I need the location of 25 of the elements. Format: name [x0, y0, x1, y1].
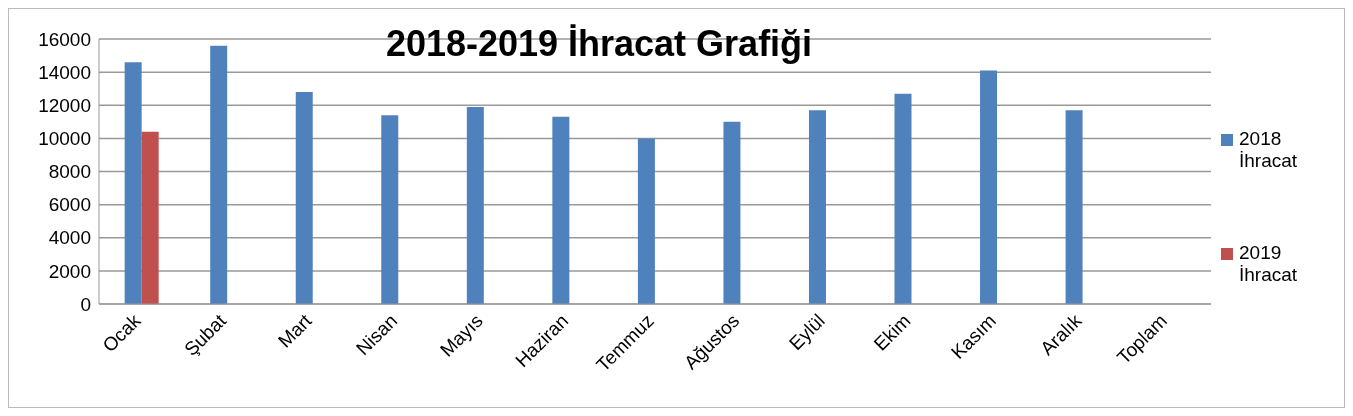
- y-tick-label: 4000: [48, 227, 91, 249]
- bar: [552, 116, 570, 304]
- bar: [980, 70, 998, 304]
- chart-title: 2018-2019 İhracat Grafiği: [385, 23, 813, 64]
- bar: [466, 106, 484, 304]
- bar: [210, 45, 228, 304]
- bar: [124, 62, 142, 304]
- legend-label: 2019 İhracat: [1239, 241, 1299, 286]
- bar: [894, 93, 912, 304]
- y-tick-label: 8000: [48, 161, 91, 183]
- bar: [808, 110, 826, 304]
- y-tick-label: 10000: [38, 128, 91, 150]
- y-tick-label: 2000: [48, 260, 91, 282]
- bar: [723, 121, 741, 304]
- bar: [637, 138, 655, 304]
- y-tick-label: 6000: [48, 194, 91, 216]
- bar: [1065, 110, 1083, 304]
- y-tick-label: 14000: [38, 61, 91, 83]
- y-tick-label: 12000: [38, 95, 91, 116]
- legend-label: 2018 İhracat: [1239, 127, 1299, 172]
- bar: [295, 92, 313, 304]
- bar: [381, 115, 399, 304]
- y-tick-label: 0: [80, 293, 91, 315]
- bar: [141, 131, 159, 304]
- y-tick-label: 16000: [38, 28, 91, 50]
